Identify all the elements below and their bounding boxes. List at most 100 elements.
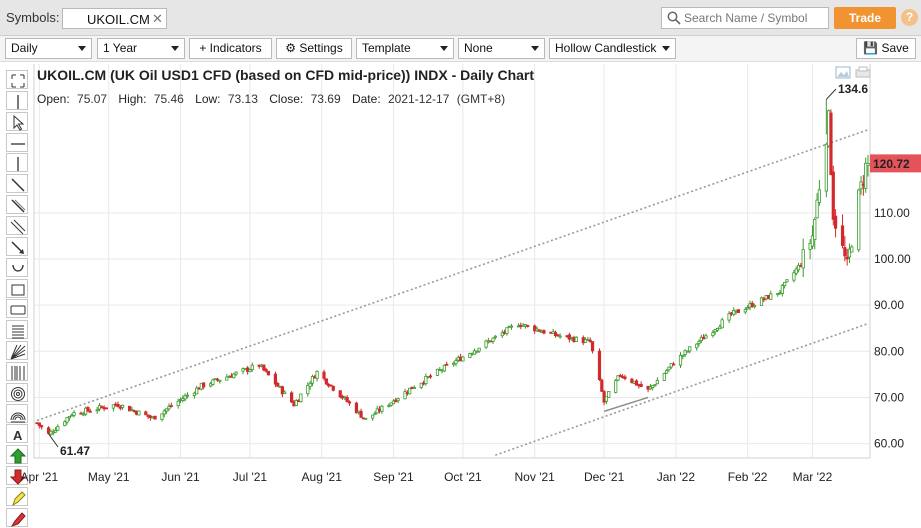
candle-body [394, 399, 398, 403]
candle-body [866, 162, 870, 166]
candle-body [162, 410, 166, 415]
chart-image-icon[interactable] [835, 66, 851, 79]
ray-tool-icon[interactable] [6, 153, 28, 173]
candle-body [197, 387, 201, 390]
save-button[interactable]: 💾 Save [856, 38, 916, 59]
highlighter-tool-icon[interactable] [6, 487, 28, 507]
candle-body [424, 375, 428, 384]
down-arrow-tool-icon[interactable] [6, 466, 28, 486]
candle-body [655, 380, 659, 385]
candle-body [169, 405, 173, 407]
candle-body [565, 335, 569, 338]
candle-body [736, 309, 740, 313]
period-high-leader [825, 88, 837, 100]
fibonacci-time-zones-tool-icon[interactable] [6, 361, 28, 381]
eraser-tool-icon[interactable] [6, 507, 28, 527]
candle-body [785, 279, 789, 283]
candle-body [683, 350, 687, 355]
extended-line-tool-icon[interactable] [6, 195, 28, 215]
chart-style-select[interactable]: Hollow Candlestick [549, 38, 676, 59]
candle-body [783, 281, 787, 287]
candle-body [40, 425, 44, 428]
search-box[interactable] [661, 7, 829, 29]
candle-body [748, 303, 752, 308]
candle-body [551, 331, 555, 335]
candle-body [130, 409, 134, 412]
trend-line-tool-icon[interactable] [6, 174, 28, 194]
candle-body [72, 412, 76, 416]
candle-body [410, 386, 414, 390]
symbol-chip-label: UKOIL.CM [87, 12, 150, 27]
overlay-select[interactable]: None [458, 38, 545, 59]
ohlc-readout: Open: 75.07 High: 75.46 Low: 73.13 Close… [37, 92, 505, 106]
candle-body [419, 382, 423, 388]
arc-tool-icon[interactable] [6, 257, 28, 277]
search-input[interactable] [684, 10, 826, 26]
fibonacci-arcs-tool-icon[interactable] [6, 403, 28, 423]
lower-channel-line[interactable] [495, 322, 869, 456]
candle-body [278, 386, 282, 388]
x-tick-label: May '21 [88, 470, 130, 484]
indicators-button[interactable]: + Indicators [189, 38, 272, 59]
help-icon[interactable]: ? [901, 9, 918, 26]
parallel-channel-tool-icon[interactable] [6, 215, 28, 235]
candle-body [574, 336, 578, 342]
candle-body [283, 391, 287, 395]
template-select[interactable]: Template [356, 38, 454, 59]
candle-body [262, 364, 266, 371]
candle-body [195, 387, 199, 395]
candle-body [769, 293, 773, 300]
rectangle-tool-icon[interactable] [6, 278, 28, 298]
pointer-tool-icon[interactable] [6, 111, 28, 131]
candle-body [720, 319, 724, 329]
chart-print-icon[interactable] [855, 66, 871, 78]
settings-button[interactable]: ⚙ Settings [276, 38, 352, 59]
candle-body [132, 410, 136, 413]
symbol-chip[interactable]: UKOIL.CM ✕ [62, 8, 167, 29]
search-icon [667, 11, 681, 25]
text-tool-icon[interactable]: A [6, 424, 28, 444]
candle-body [537, 329, 541, 332]
candle-body [49, 430, 53, 435]
crosshair-tool-icon[interactable] [6, 70, 28, 89]
fibonacci-circles-tool-icon[interactable] [6, 382, 28, 402]
range-select[interactable]: 1 Year [97, 38, 185, 59]
candle-body [347, 401, 352, 404]
candle-body [273, 373, 278, 385]
candle-body [665, 370, 669, 374]
candle-body [408, 387, 412, 395]
arrow-line-tool-icon[interactable] [6, 236, 28, 256]
period-high-label: 134.6 [838, 82, 868, 96]
vertical-line-tool-icon[interactable] [6, 90, 28, 110]
up-arrow-tool-icon[interactable] [6, 445, 28, 465]
candle-body [241, 368, 245, 372]
support-line-line[interactable] [603, 396, 649, 412]
candle-body [377, 408, 382, 412]
candle-body [202, 382, 206, 388]
x-tick-label: Mar '22 [793, 470, 833, 484]
candle-body [472, 350, 477, 355]
fibonacci-retracement-tool-icon[interactable] [6, 320, 28, 340]
fibonacci-fan-tool-icon[interactable] [6, 341, 28, 361]
open-label: Open: [37, 92, 70, 106]
ellipse-tool-icon[interactable] [6, 299, 28, 319]
low-label: Low: [195, 92, 220, 106]
horizontal-line-tool-icon[interactable] [6, 132, 28, 152]
candle-body [84, 407, 88, 415]
upper-channel-line[interactable] [36, 129, 869, 422]
trade-button[interactable]: Trade [834, 7, 896, 29]
candle-body [63, 421, 67, 426]
candle-body [56, 426, 60, 431]
period-select[interactable]: Daily [5, 38, 92, 59]
period-low-leader [48, 433, 59, 448]
candle-body [371, 414, 375, 419]
candle-body [500, 332, 504, 337]
candle-body [718, 326, 722, 330]
candle-body [762, 298, 766, 301]
candle-body [280, 386, 284, 395]
close-icon[interactable]: ✕ [152, 11, 163, 26]
candle-body [847, 248, 852, 258]
candle-body [308, 383, 312, 387]
candle-body [533, 325, 537, 332]
